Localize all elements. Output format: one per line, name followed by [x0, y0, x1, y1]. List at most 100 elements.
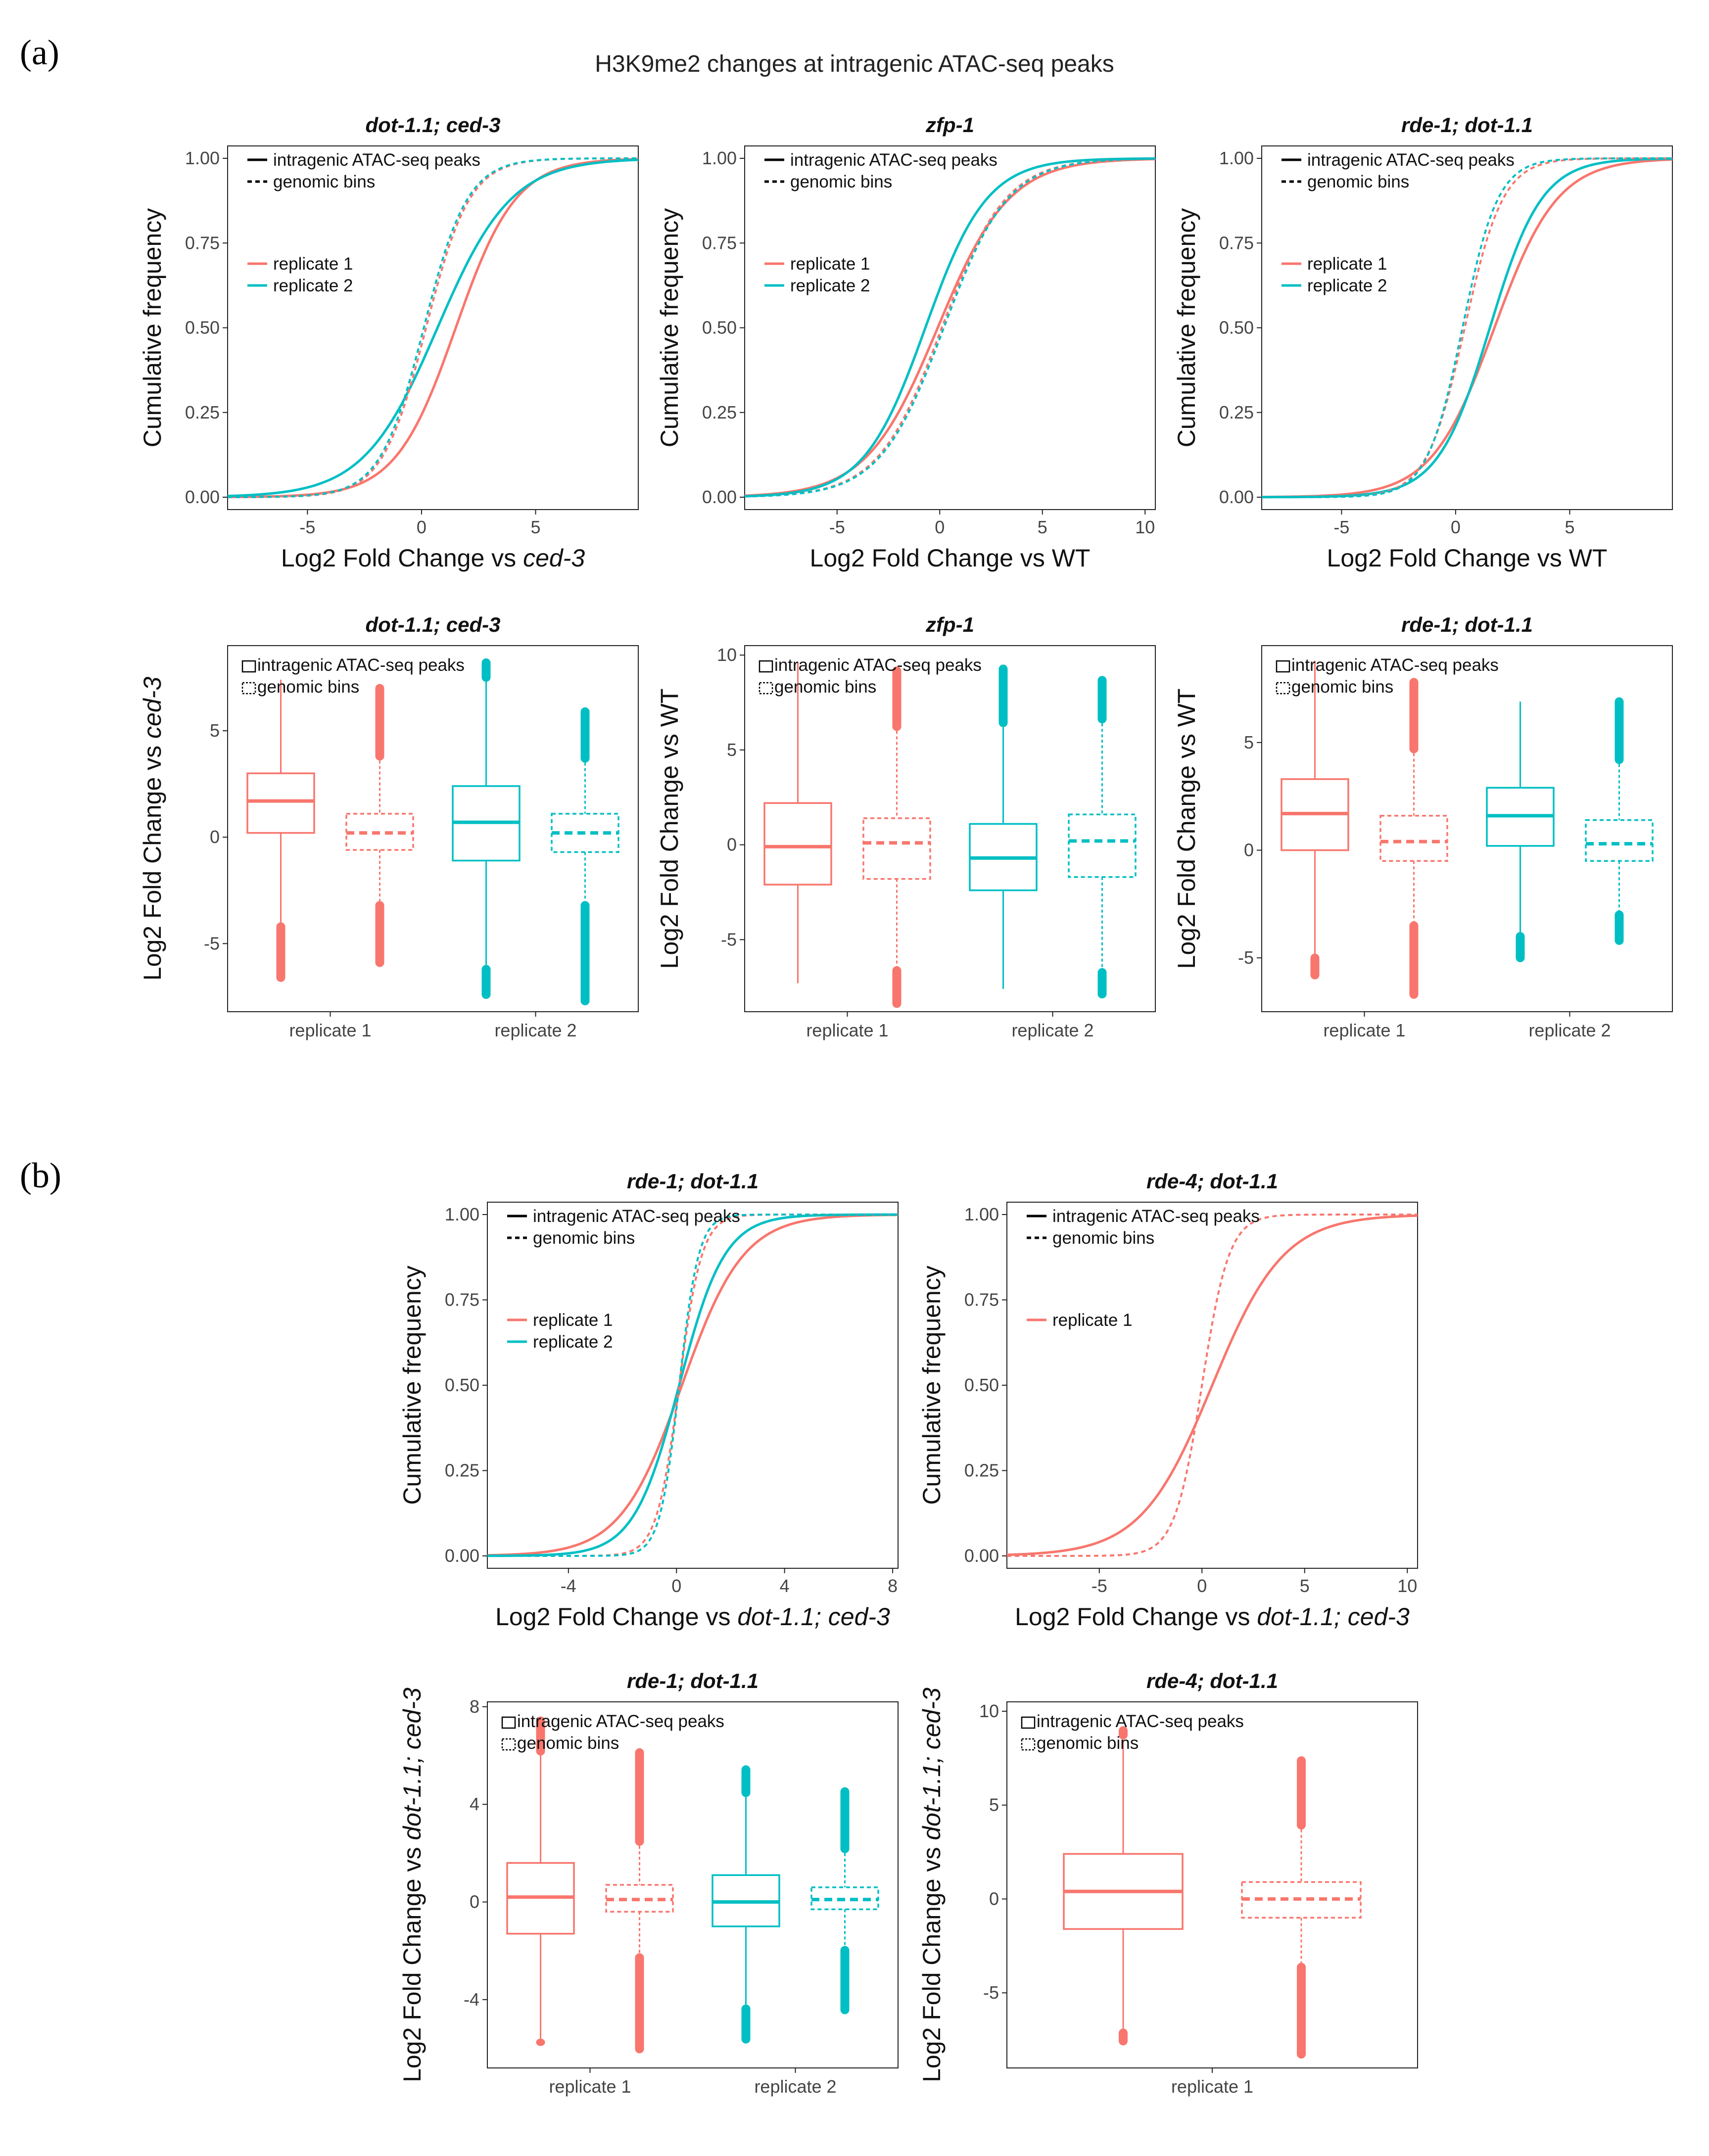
y-tick-label: -5: [1238, 947, 1254, 968]
y-tick-label: 10: [717, 645, 737, 665]
ecdf-line-replicate-2-bins: [487, 1214, 898, 1557]
plot-frame: [227, 145, 639, 510]
y-axis-label-text: Log2 Fold Change vs WT: [1173, 689, 1200, 969]
x-tick-label: 0: [1197, 1576, 1207, 1596]
y-axis-label: Cumulative frequency: [918, 1265, 946, 1505]
x-tick-label: 10: [1135, 517, 1155, 537]
outliers-high: [1614, 697, 1624, 764]
plot-frame: [744, 145, 1156, 510]
box-replicate-2-bins: [1068, 676, 1137, 999]
outliers-high: [635, 1748, 644, 1846]
x-tick-label: replicate 2: [494, 1020, 576, 1040]
y-axis-label-text: Cumulative frequency: [139, 208, 166, 448]
y-tick-label: -5: [721, 929, 737, 949]
y-tick-label: 0: [1244, 840, 1254, 860]
x-tick-label: replicate 1: [806, 1020, 888, 1040]
outliers-low: [1310, 953, 1320, 980]
legend-label-bins: genomic bins: [533, 1228, 635, 1248]
legend-label-peaks: intragenic ATAC-seq peaks: [774, 656, 982, 675]
y-tick-label: 5: [989, 1795, 999, 1815]
y-axis-label: Log2 Fold Change vs dot-1.1; ced-3: [918, 1687, 946, 2082]
x-axis-label: Log2 Fold Change vs WT: [1327, 544, 1608, 572]
y-axis-label-italic: dot-1.1; ced-3: [918, 1687, 946, 1840]
outliers-high: [998, 664, 1008, 727]
y-tick-label: 0.00: [445, 1546, 479, 1566]
x-tick-label: 4: [780, 1576, 790, 1596]
outliers-low: [1516, 932, 1525, 962]
y-tick-label: 0.50: [185, 318, 220, 338]
legend-key-bins: [1021, 1738, 1036, 1751]
y-tick-label: 10: [979, 1701, 999, 1721]
box-replicate-1-peaks: [1063, 1726, 1184, 2046]
legend-label-replicate: replicate 1: [273, 254, 353, 274]
box-replicate-1-bins: [1379, 678, 1448, 999]
plot-frame: [1261, 145, 1673, 510]
plot-frame: [1261, 645, 1673, 1012]
legend-key-peaks: [501, 1716, 516, 1729]
y-tick-label: 5: [210, 720, 220, 741]
y-tick-label: 0.75: [702, 233, 737, 253]
legend-label-replicate: replicate 2: [1307, 276, 1387, 295]
legend-key-bins: [241, 682, 256, 695]
x-axis-label: Log2 Fold Change vs dot-1.1; ced-3: [495, 1603, 890, 1631]
y-axis-label: Log2 Fold Change vs dot-1.1; ced-3: [398, 1687, 426, 2082]
y-tick-label: 0.25: [1219, 402, 1254, 422]
legend-label-replicate: replicate 1: [790, 254, 870, 274]
y-tick-label: 5: [727, 740, 737, 760]
outliers-high: [840, 1787, 850, 1853]
legend-label-replicate: replicate 1: [533, 1311, 613, 1330]
x-axis-label-text: Log2 Fold Change vs: [495, 1603, 737, 1631]
y-tick-label: 0.50: [702, 318, 737, 338]
outliers-high: [375, 684, 384, 761]
y-tick-label: 1.00: [445, 1204, 479, 1224]
figure-title: H3K9me2 changes at intragenic ATAC-seq p…: [595, 51, 1114, 77]
box-iqr: [862, 817, 931, 880]
x-tick-label: replicate 1: [289, 1020, 371, 1040]
y-tick-label: -4: [464, 1989, 479, 2010]
box-replicate-1-bins: [1241, 1756, 1362, 2059]
outliers-high: [1409, 678, 1419, 753]
chart-title: dot-1.1; ced-3: [365, 613, 500, 636]
box-chart-a-box-3: rde-1; dot-1.1 -5 0 5 replicate 1 replicate 2…: [1173, 613, 1673, 1040]
y-tick-label: 1.00: [702, 148, 737, 168]
y-tick-label: 0: [210, 827, 220, 847]
outliers-high: [1119, 1726, 1128, 1739]
legend-label-peaks: intragenic ATAC-seq peaks: [1307, 150, 1515, 170]
ecdf-line-replicate-1-peaks: [228, 158, 639, 499]
legend-label-bins: genomic bins: [1037, 1734, 1139, 1753]
x-tick-label: 5: [1565, 517, 1574, 537]
y-axis-label-text: Cumulative frequency: [918, 1265, 946, 1505]
ecdf-line-replicate-2-peaks: [487, 1213, 899, 1557]
legend-label-bins: genomic bins: [774, 677, 876, 697]
outliers-low: [481, 965, 491, 999]
y-tick-label: 0.25: [445, 1460, 479, 1481]
plot-frame: [487, 1701, 899, 2068]
chart-title: rde-1; dot-1.1: [1401, 613, 1533, 636]
x-axis-label-text: Log2 Fold Change vs WT: [810, 544, 1091, 572]
box-iqr: [1068, 813, 1137, 878]
outliers-low: [276, 922, 285, 982]
ecdf-line-replicate-1-bins: [1007, 1214, 1418, 1557]
legend-label-peaks: intragenic ATAC-seq peaks: [517, 1712, 724, 1731]
legend-label-peaks: intragenic ATAC-seq peaks: [1052, 1207, 1260, 1226]
legend-key-bins: [759, 682, 773, 695]
legend-label-replicate: replicate 1: [1307, 254, 1387, 274]
chart-title: rde-1; dot-1.1: [627, 1170, 759, 1193]
legend-label-bins: genomic bins: [257, 677, 359, 697]
box-replicate-2-bins: [1585, 697, 1654, 945]
ecdf-line-replicate-1-peaks: [744, 158, 1156, 497]
y-tick-label: 0.50: [964, 1375, 999, 1395]
x-tick-label: -5: [829, 517, 845, 537]
x-axis-label: Log2 Fold Change vs ced-3: [281, 544, 585, 572]
x-axis-label: Log2 Fold Change vs WT: [810, 544, 1091, 572]
ecdf-line-replicate-1-bins: [228, 157, 638, 498]
x-tick-label: -4: [561, 1576, 576, 1596]
y-axis-label-text: Cumulative frequency: [1173, 208, 1200, 448]
box-iqr: [246, 772, 315, 834]
x-tick-label: replicate 2: [1528, 1020, 1611, 1040]
y-tick-label: 8: [470, 1696, 479, 1717]
y-tick-label: 0.00: [1219, 487, 1254, 507]
box-replicate-1-peaks: [763, 662, 832, 984]
x-tick-label: 0: [935, 517, 945, 537]
ecdf-chart-b-ecdf-1: rde-1; dot-1.1 0.00 0.25 0.50 0.75 1.00 -4 0 4 8 L…: [398, 1170, 899, 1631]
